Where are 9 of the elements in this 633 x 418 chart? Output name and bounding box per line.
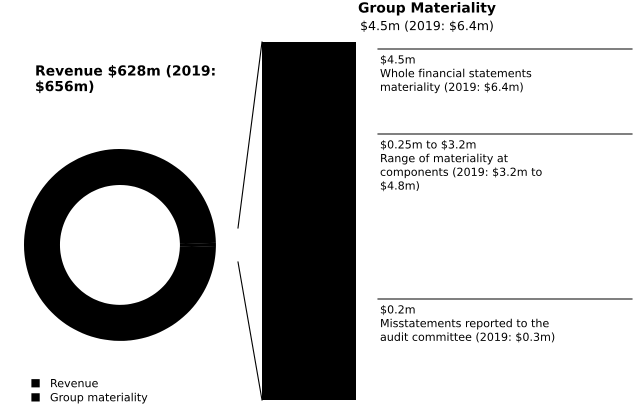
chart-title: Revenue $628m (2019: $656m) — [36, 65, 215, 94]
text: $0.2m Misstatements reported to the audit committee (2019: $0.3m) — [380, 305, 554, 342]
text: $0.25m to $3.2m Range of materiality at components (2019: $3.2m to $4.8m) — [380, 140, 542, 192]
text: $4.5m Whole financial statements materiality (2019: $6.4m) — [380, 55, 532, 94]
donut-slice — [24, 148, 216, 341]
text: Group Materiality — [358, 2, 496, 16]
legend-label: Group materiality — [50, 392, 148, 404]
text: $4.5m (2019: $6.4m) — [361, 20, 493, 32]
legend-label: Revenue — [51, 379, 98, 388]
